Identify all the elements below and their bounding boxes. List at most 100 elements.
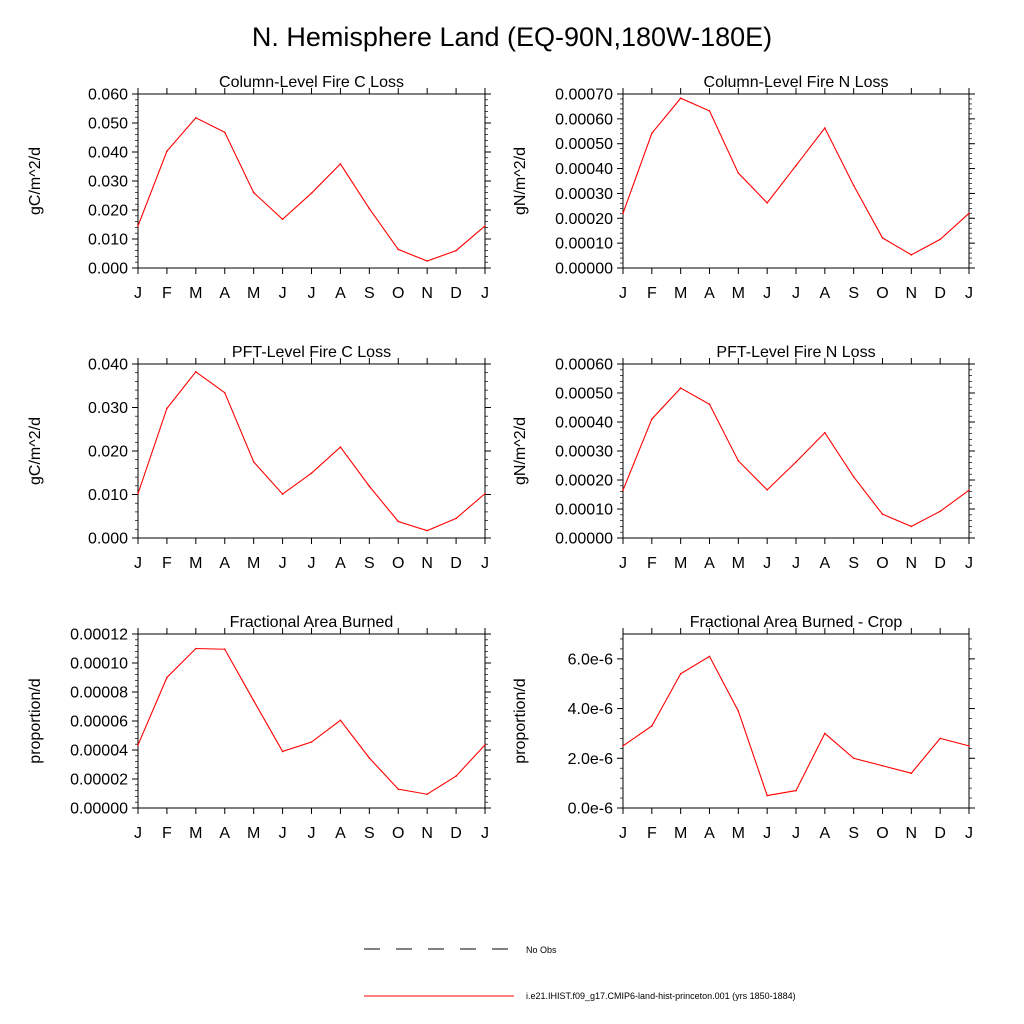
data-point: [281, 218, 284, 221]
data-point: [881, 237, 884, 239]
x-tick-label: J: [481, 555, 489, 572]
data-point: [651, 725, 653, 727]
x-tick-label: A: [335, 555, 346, 572]
data-point: [426, 793, 428, 796]
legend: No Obs i.e21.IHIST.f09_g17.CMIP6-land-his…: [364, 945, 796, 1001]
data-point: [766, 794, 768, 797]
chart-title: PFT-Level Fire C Loss: [232, 344, 391, 361]
y-tick-label: 0.00000: [555, 531, 613, 548]
x-tick-label: J: [134, 825, 142, 842]
x-tick-label: M: [674, 285, 687, 302]
data-point: [252, 191, 255, 194]
y-tick-label: 6.0e-6: [568, 651, 613, 668]
chart-panel: PFT-Level Fire C Loss 0.000 0.010 0.020 0.03…: [27, 344, 491, 572]
x-tick-label: D: [450, 555, 462, 572]
data-point: [852, 184, 855, 187]
x-tick-label: O: [876, 285, 888, 302]
y-tick-label: 0.060: [88, 87, 128, 104]
series-line: [622, 655, 970, 797]
y-tick-label: 0.00002: [70, 772, 128, 789]
series-line: [137, 371, 486, 532]
x-tick-label: D: [450, 825, 462, 842]
data-point: [426, 260, 428, 262]
x-tick-label: J: [965, 825, 973, 842]
plot-frame: [622, 633, 970, 809]
x-tick-label: A: [335, 285, 346, 302]
y-tick-label: 0.0e-6: [568, 801, 613, 818]
y-tick-label: 0.030: [88, 400, 128, 417]
chart-title: Column-Level Fire C Loss: [219, 74, 404, 91]
data-point: [939, 510, 941, 513]
x-tick-label: J: [279, 555, 287, 572]
y-tick-label: 0.00010: [555, 502, 613, 519]
chart-title: Column-Level Fire N Loss: [704, 74, 889, 91]
x-tick-label: D: [934, 555, 946, 572]
x-tick-label: J: [792, 555, 800, 572]
x-tick-label: S: [364, 825, 375, 842]
data-point: [397, 248, 400, 251]
x-tick-label: S: [364, 555, 375, 572]
x-tick-label: O: [876, 555, 888, 572]
x-tick-label: S: [364, 285, 375, 302]
chart-panel: Column-Level Fire C Loss 0.000 0.010 0.020 0…: [27, 74, 491, 302]
x-tick-label: D: [934, 825, 946, 842]
data-point: [737, 172, 740, 174]
data-point: [339, 719, 342, 722]
data-point: [939, 737, 941, 740]
x-tick-label: S: [848, 555, 859, 572]
x-tick-label: M: [732, 825, 745, 842]
data-point: [968, 745, 970, 747]
y-axis-label: gN/m^2/d: [512, 417, 529, 485]
y-tick-label: 0.000: [88, 261, 128, 278]
chart-panel: Fractional Area Burned - Crop 0.0e-6 2.0e-…: [512, 614, 975, 842]
x-tick-label: M: [189, 285, 202, 302]
y-tick-label: 0.010: [88, 487, 128, 504]
y-axis-label: proportion/d: [512, 678, 529, 763]
x-tick-label: O: [392, 555, 404, 572]
x-tick-label: A: [219, 555, 230, 572]
data-point: [339, 446, 342, 448]
legend-label: No Obs: [526, 945, 557, 955]
data-point: [766, 202, 768, 204]
x-tick-label: J: [308, 285, 316, 302]
y-tick-label: 0.040: [88, 357, 128, 374]
x-tick-label: N: [906, 825, 918, 842]
chart-title: Fractional Area Burned - Crop: [690, 614, 903, 631]
y-tick-label: 0.050: [88, 116, 128, 133]
series-line: [622, 97, 970, 256]
data-point: [622, 745, 624, 747]
x-tick-label: J: [308, 825, 316, 842]
data-point: [852, 476, 855, 478]
data-point: [679, 97, 682, 100]
y-tick-label: 0.040: [88, 145, 128, 162]
y-axis-label: proportion/d: [27, 678, 44, 763]
x-tick-label: J: [619, 285, 627, 302]
x-tick-label: N: [421, 555, 433, 572]
y-tick-label: 0.00050: [555, 136, 613, 153]
data-point: [368, 207, 371, 210]
data-point: [881, 513, 884, 516]
y-tick-label: 0.030: [88, 174, 128, 191]
x-tick-label: J: [792, 825, 800, 842]
x-tick-label: M: [247, 555, 260, 572]
x-tick-label: J: [965, 285, 973, 302]
y-tick-label: 0.00050: [555, 386, 613, 403]
y-tick-label: 0.00030: [555, 444, 613, 461]
x-tick-label: J: [134, 285, 142, 302]
main-title: N. Hemisphere Land (EQ-90N,180W-180E): [251, 22, 773, 52]
data-point: [824, 732, 826, 735]
x-tick-label: N: [421, 285, 433, 302]
plot-frame: [137, 363, 486, 539]
x-tick-label: D: [934, 285, 946, 302]
y-tick-label: 2.0e-6: [568, 751, 613, 768]
plot-frame: [622, 93, 970, 269]
data-point: [852, 757, 855, 760]
x-tick-label: J: [619, 825, 627, 842]
data-point: [622, 212, 624, 215]
data-point: [968, 212, 970, 215]
x-tick-label: M: [732, 285, 745, 302]
y-tick-label: 0.00020: [555, 473, 613, 490]
legend-label: i.e21.IHIST.f09_g17.CMIP6-land-hist-prin…: [526, 991, 796, 1001]
data-point: [252, 461, 255, 463]
